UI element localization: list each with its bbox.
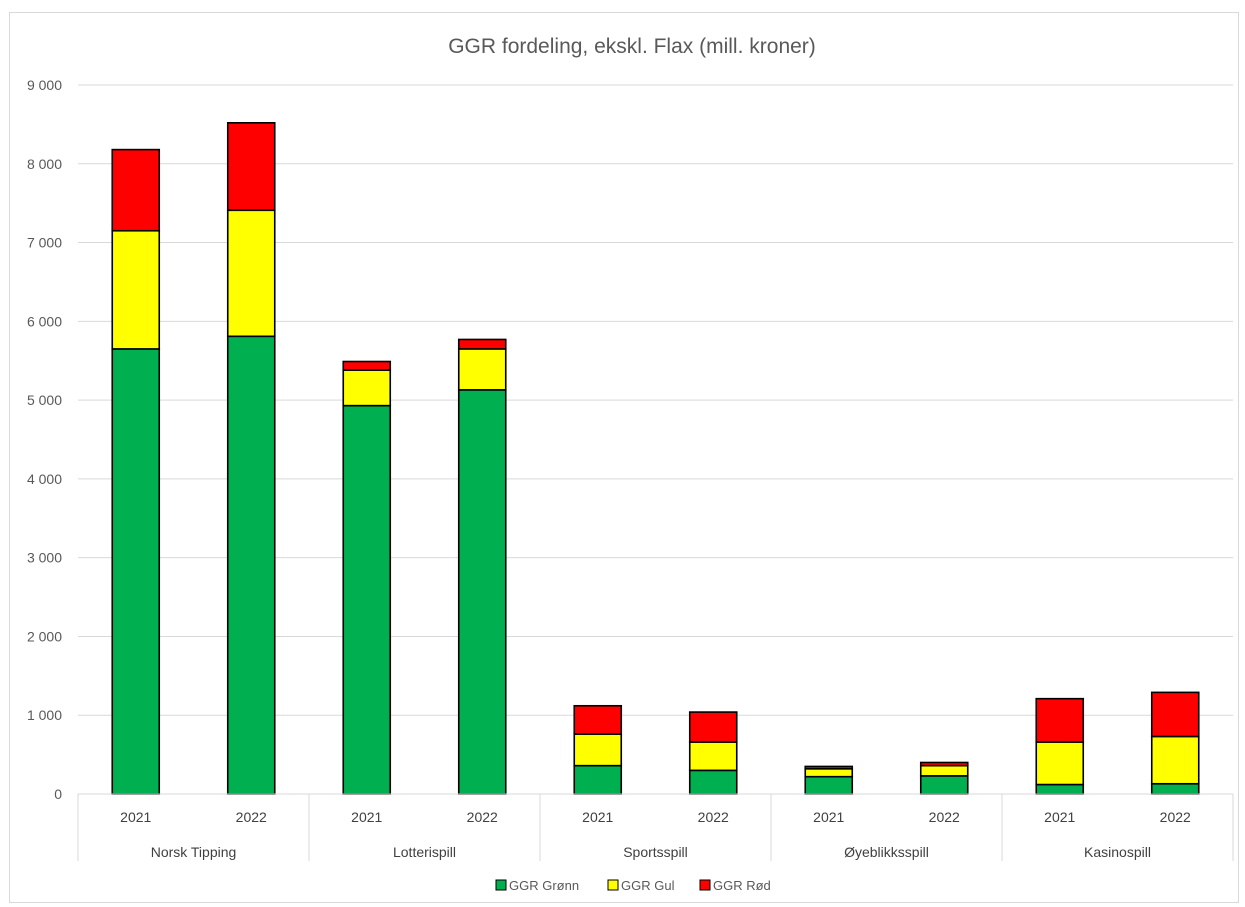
y-axis-ticks: 0 1 000 2 000 3 000 4 000 5 000 6 000 7 000 8 00… (27, 77, 62, 802)
y-tick-label: 6 000 (27, 313, 62, 329)
bar-segment (111, 348, 161, 795)
x-tick-label: 2021 (582, 809, 613, 825)
y-tick-label: 1 000 (27, 707, 62, 723)
bar-segment (226, 122, 276, 212)
bar-segment (688, 769, 738, 795)
bar-segment (342, 404, 392, 795)
x-axis: 2021 2022 2021 2022 2021 2022 2021 2022 2021 2022… (77, 793, 1234, 861)
bar-segment (111, 148, 161, 232)
x-tick-label: 2022 (929, 809, 960, 825)
bar-segment (1035, 783, 1085, 795)
bar-segment (1150, 735, 1200, 785)
bar-segment (688, 711, 738, 743)
chart-title: GGR fordeling, ekskl. Flax (mill. kroner… (448, 35, 816, 58)
bar-segment (226, 209, 276, 338)
bar-segment (804, 767, 854, 778)
x-tick-label: 2021 (813, 809, 844, 825)
y-tick-label: 3 000 (27, 550, 62, 566)
y-tick-label: 4 000 (27, 471, 62, 487)
y-tick-label: 7 000 (27, 235, 62, 251)
bar-segment (111, 229, 161, 350)
legend-label: GGR Grønn (509, 878, 579, 893)
legend-swatch (699, 879, 711, 891)
x-tick-label: 2021 (351, 809, 382, 825)
chart-frame (9, 12, 1239, 903)
legend: GGR Grønn GGR Gul GGR Rød (495, 878, 771, 893)
bar-segment (457, 389, 507, 795)
bar-segment (342, 360, 392, 371)
legend-swatch (607, 879, 619, 891)
bar-segment (226, 335, 276, 795)
bar-segment (804, 775, 854, 795)
bar-segment (919, 761, 969, 767)
x-tick-label: 2021 (120, 809, 151, 825)
x-tick-label: 2022 (467, 809, 498, 825)
bar-segment (573, 733, 623, 767)
x-tick-label: 2022 (1160, 809, 1191, 825)
bar-segment (804, 765, 854, 770)
bar-segment (688, 741, 738, 772)
x-tick-label: 2022 (236, 809, 267, 825)
group-label: Lotterispill (393, 844, 456, 860)
group-label: Norsk Tipping (151, 844, 237, 860)
group-label: Kasinospill (1084, 844, 1151, 860)
bar-segment (1150, 691, 1200, 738)
bar-segment (573, 764, 623, 795)
legend-label: GGR Rød (713, 878, 771, 893)
group-label: Sportsspill (623, 844, 688, 860)
y-tick-label: 9 000 (27, 77, 62, 93)
bar-layer (111, 122, 1200, 795)
bar-segment (919, 775, 969, 795)
x-tick-label: 2022 (698, 809, 729, 825)
bar-segment (1150, 782, 1200, 795)
bar-segment (1035, 697, 1085, 743)
bar-segment (1035, 741, 1085, 786)
y-tick-label: 5 000 (27, 392, 62, 408)
x-tick-label: 2021 (1044, 809, 1075, 825)
bar-segment (342, 369, 392, 407)
y-tick-label: 0 (54, 786, 62, 802)
legend-swatch (495, 879, 507, 891)
group-label: Øyeblikksspill (844, 844, 929, 860)
y-tick-label: 2 000 (27, 628, 62, 644)
y-tick-label: 8 000 (27, 156, 62, 172)
bar-segment (457, 338, 507, 350)
legend-label: GGR Gul (621, 878, 675, 893)
bar-segment (573, 704, 623, 735)
bar-segment (457, 348, 507, 391)
bar-segment (919, 764, 969, 777)
